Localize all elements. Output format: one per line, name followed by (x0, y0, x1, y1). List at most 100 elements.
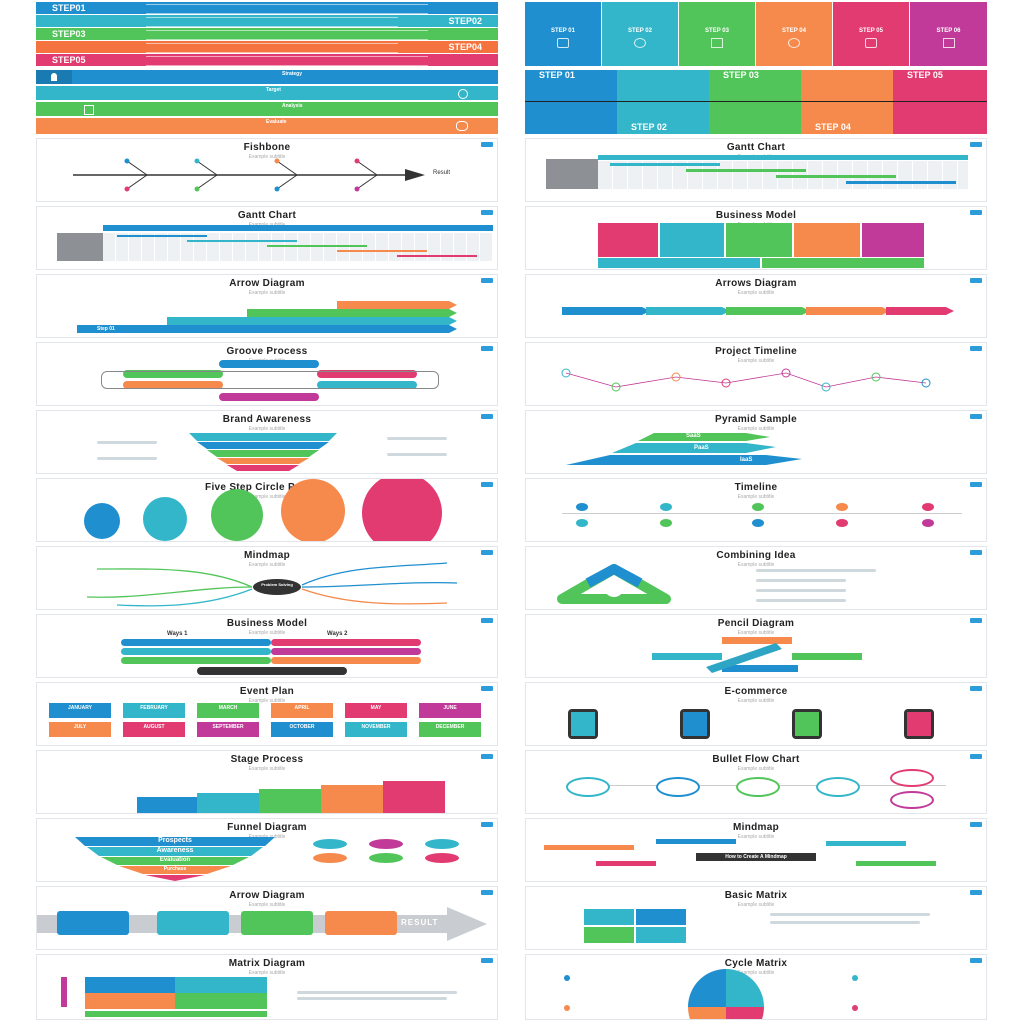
slide-subtitle: Example subtitle (737, 426, 775, 432)
text-line (297, 991, 457, 994)
funnel-label: Awareness (156, 847, 194, 854)
slide-title: Bullet Flow Chart (712, 754, 800, 765)
slide-tag (481, 210, 493, 215)
slide-arrows-diagram[interactable]: Arrows Diagram Example subtitle (525, 274, 987, 338)
slide-title: Five Step Circle Process (205, 482, 329, 493)
slide-subtitle: Example subtitle (737, 358, 775, 364)
funnel-dot (369, 839, 403, 849)
funnel-dot (425, 853, 459, 863)
slide-business-model-right[interactable]: Business Model Example subtitle (525, 206, 987, 270)
timeline-dot (576, 503, 588, 511)
step-block-label: STEP 03 (723, 70, 759, 80)
mindmap-node (544, 845, 634, 850)
step-strip: STEP01 (36, 2, 498, 14)
phone-icon (680, 709, 710, 739)
slide-strategy-bars[interactable]: Strategy Target Analysis Evaluate (36, 70, 498, 134)
step-block-label: STEP 04 (815, 122, 851, 132)
slide-project-timeline[interactable]: Project Timeline Example subtitle (525, 342, 987, 406)
month-tile: FEBRUARY (123, 703, 185, 718)
slide-stepped-blocks[interactable]: STEP 01 STEP 02 STEP 03 STEP 04 STEP 05 (525, 70, 987, 134)
matrix-axis (61, 977, 67, 1007)
slide-combining-idea[interactable]: Combining Idea Example subtitle (525, 546, 987, 610)
gantt-bar (846, 181, 956, 184)
slide-title: E-commerce (724, 686, 788, 697)
slide-arrow-diagram[interactable]: Arrow Diagram Example subtitle Step 01 (36, 274, 498, 338)
timeline-dot (660, 519, 672, 527)
slide-basic-matrix[interactable]: Basic Matrix Example subtitle (525, 886, 987, 950)
text-line (297, 997, 447, 1000)
slide-title: Cycle Matrix (724, 958, 788, 969)
slide-tag (481, 482, 493, 487)
connector-line (525, 101, 987, 102)
step-column-label: STEP 01 (551, 28, 575, 34)
arrow-box (325, 911, 397, 935)
pyramid-label: PaaS (694, 445, 709, 451)
awareness-funnel (189, 433, 337, 471)
slide-gantt-chart[interactable]: Gantt Chart Example subtitle (36, 206, 498, 270)
groove-pill (219, 393, 319, 401)
slide-steps-strips[interactable]: STEP01 STEP02 STEP03 STEP04 STEP05 (36, 2, 498, 66)
slide-arrow-result[interactable]: Arrow Diagram Example subtitle RESULT (36, 886, 498, 950)
gantt-header (598, 155, 968, 160)
evaluate-icon (456, 121, 468, 131)
column-icon (865, 38, 877, 48)
slide-timeline[interactable]: Timeline Example subtitle (525, 478, 987, 542)
chess-knight-icon (51, 73, 57, 81)
slide-cycle-matrix[interactable]: Cycle Matrix Example subtitle (525, 954, 987, 1020)
step-column: STEP 02 (602, 2, 678, 66)
slide-stage-process[interactable]: Stage Process Example subtitle (36, 750, 498, 814)
groove-pill (317, 370, 417, 378)
step-column-label: STEP 03 (705, 28, 729, 34)
gantt-bar (776, 175, 896, 178)
slide-tag (481, 822, 493, 827)
month-tile: JULY (49, 722, 111, 737)
pencil-segment (722, 665, 798, 672)
slide-groove-process[interactable]: Groove Process Example subtitle (36, 342, 498, 406)
slide-title: Combining Idea (716, 550, 796, 561)
slide-ecommerce[interactable]: E-commerce Example subtitle (525, 682, 987, 746)
step-label: STEP01 (52, 3, 86, 13)
slide-tag (481, 142, 493, 147)
slide-business-model-left[interactable]: Business Model Example subtitle Ways 1 W… (36, 614, 498, 678)
arrow-bars (77, 301, 457, 333)
slide-title: Business Model (226, 618, 308, 629)
slide-funnel-diagram[interactable]: Funnel Diagram Example subtitle Prospect… (36, 818, 498, 882)
slide-tag (481, 414, 493, 419)
model-block (660, 223, 724, 257)
slide-tag (481, 618, 493, 623)
cycle-dot (852, 975, 858, 981)
flow-node (566, 777, 610, 797)
month-tile: DECEMBER (419, 722, 481, 737)
slide-tag (970, 754, 982, 759)
funnel-label: Prospects (158, 837, 192, 844)
ways-pill (121, 648, 271, 655)
step-column: STEP 01 (525, 2, 601, 66)
slide-tag (970, 958, 982, 963)
step-column: STEP 04 (756, 2, 832, 66)
slide-gantt-chart-right[interactable]: Gantt Chart Example subtitle (525, 138, 987, 202)
text-line (756, 579, 846, 582)
timeline-dot (836, 503, 848, 511)
slide-brand-awareness[interactable]: Brand Awareness Example subtitle (36, 410, 498, 474)
slide-pyramid-sample[interactable]: Pyramid Sample Example subtitle SaaS Paa… (525, 410, 987, 474)
step-block-label: STEP 05 (907, 70, 943, 80)
step-block-label: STEP 01 (539, 70, 575, 80)
mindmap-node (826, 841, 906, 846)
slide-pencil-diagram[interactable]: Pencil Diagram Example subtitle (525, 614, 987, 678)
slide-event-plan[interactable]: Event Plan Example subtitle JANUARY FEBRU… (36, 682, 498, 746)
slide-mindmap[interactable]: Mindmap Example subtitle Problem Solving (36, 546, 498, 610)
gantt-bar (686, 169, 806, 172)
step-strip: STEP02 (36, 15, 498, 27)
slide-six-columns[interactable]: STEP 01 STEP 02 STEP 03 STEP 04 STEP 05 … (525, 2, 987, 66)
pencil-segment (652, 653, 722, 660)
slide-fishbone[interactable]: Fishbone Example subtitle Result (36, 138, 498, 202)
slide-subtitle: Example subtitle (248, 494, 286, 500)
slide-title: Arrow Diagram (229, 278, 305, 289)
slide-title: Event Plan (239, 686, 295, 697)
slide-bullet-flow-chart[interactable]: Bullet Flow Chart Example subtitle (525, 750, 987, 814)
text-line (97, 441, 157, 444)
slide-five-step-circle[interactable]: Five Step Circle Process Example subtitl… (36, 478, 498, 542)
slide-matrix-diagram[interactable]: Matrix Diagram Example subtitle (36, 954, 498, 1020)
slide-mindmap-right[interactable]: Mindmap Example subtitle How to Create A… (525, 818, 987, 882)
ways-label: Ways 2 (327, 631, 348, 637)
